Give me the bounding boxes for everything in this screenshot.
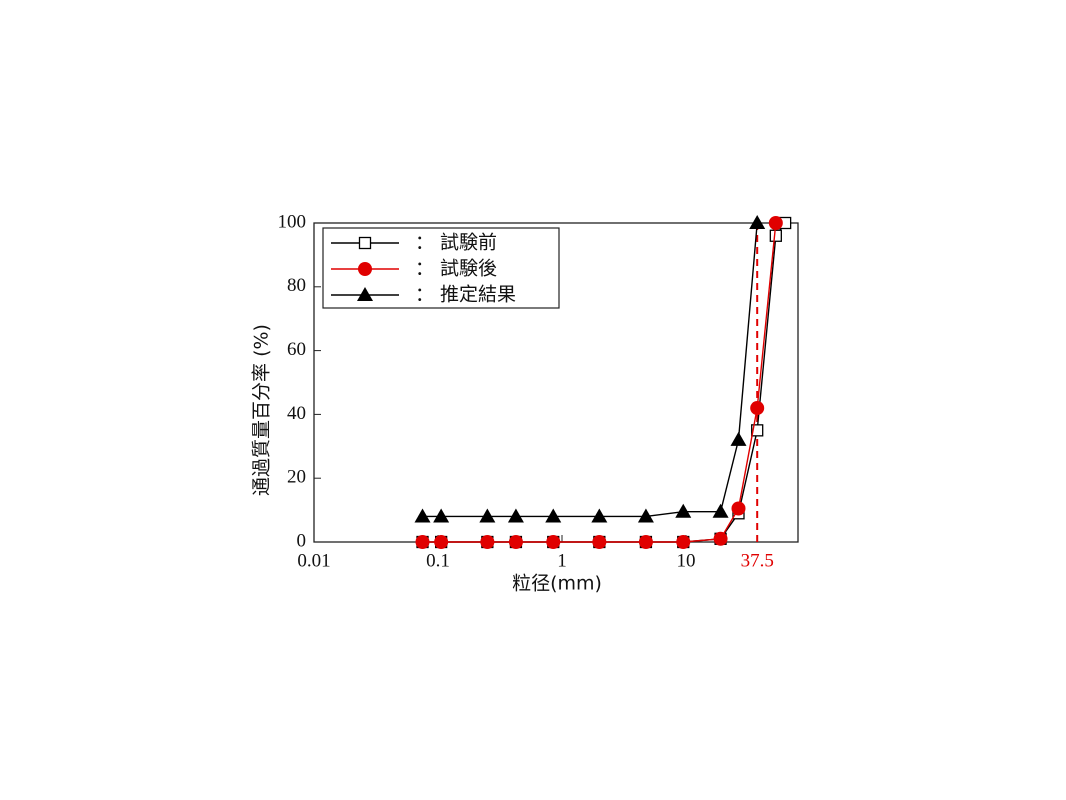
marker (675, 503, 692, 518)
series-line (422, 222, 777, 543)
y-axis-label: 通過質量百分率 (%) (251, 324, 273, 496)
marker (676, 535, 691, 549)
marker (507, 508, 524, 523)
legend-label: ： 試験前 (415, 232, 497, 254)
x-tick-label: 1 (557, 550, 567, 571)
marker (731, 501, 746, 516)
marker (730, 431, 747, 446)
y-tick-label: 100 (278, 211, 307, 232)
marker (750, 401, 765, 416)
y-tick-label: 0 (297, 530, 307, 551)
marker (769, 229, 782, 242)
marker (433, 508, 450, 523)
marker (592, 535, 607, 549)
marker (434, 535, 449, 549)
x-axis-label: 粒径(mm) (512, 573, 602, 595)
y-tick-label: 60 (287, 339, 306, 360)
marker (414, 508, 431, 523)
x-tick-label: 10 (677, 550, 696, 571)
marker (768, 216, 783, 230)
marker (545, 508, 562, 523)
marker (751, 424, 764, 437)
legend-marker (357, 287, 373, 301)
marker (591, 508, 608, 523)
marker (480, 535, 495, 549)
legend-label: ： 推定結果 (415, 284, 516, 306)
legend-label: ： 試験後 (415, 258, 497, 280)
marker (508, 535, 523, 549)
marker (749, 215, 766, 229)
x-tick-label: 0.01 (297, 550, 330, 571)
marker (712, 503, 729, 518)
marker (546, 535, 561, 549)
y-tick-label: 40 (287, 403, 306, 424)
x-tick-label: 0.1 (426, 550, 450, 571)
marker (479, 508, 496, 523)
y-tick-label: 20 (287, 467, 306, 488)
reference-label: 37.5 (741, 550, 774, 571)
y-tick-label: 80 (287, 275, 306, 296)
marker (713, 531, 728, 546)
legend-marker (358, 236, 372, 250)
marker (637, 508, 654, 523)
legend-marker (358, 262, 372, 276)
marker (638, 535, 653, 549)
marker (415, 535, 430, 549)
